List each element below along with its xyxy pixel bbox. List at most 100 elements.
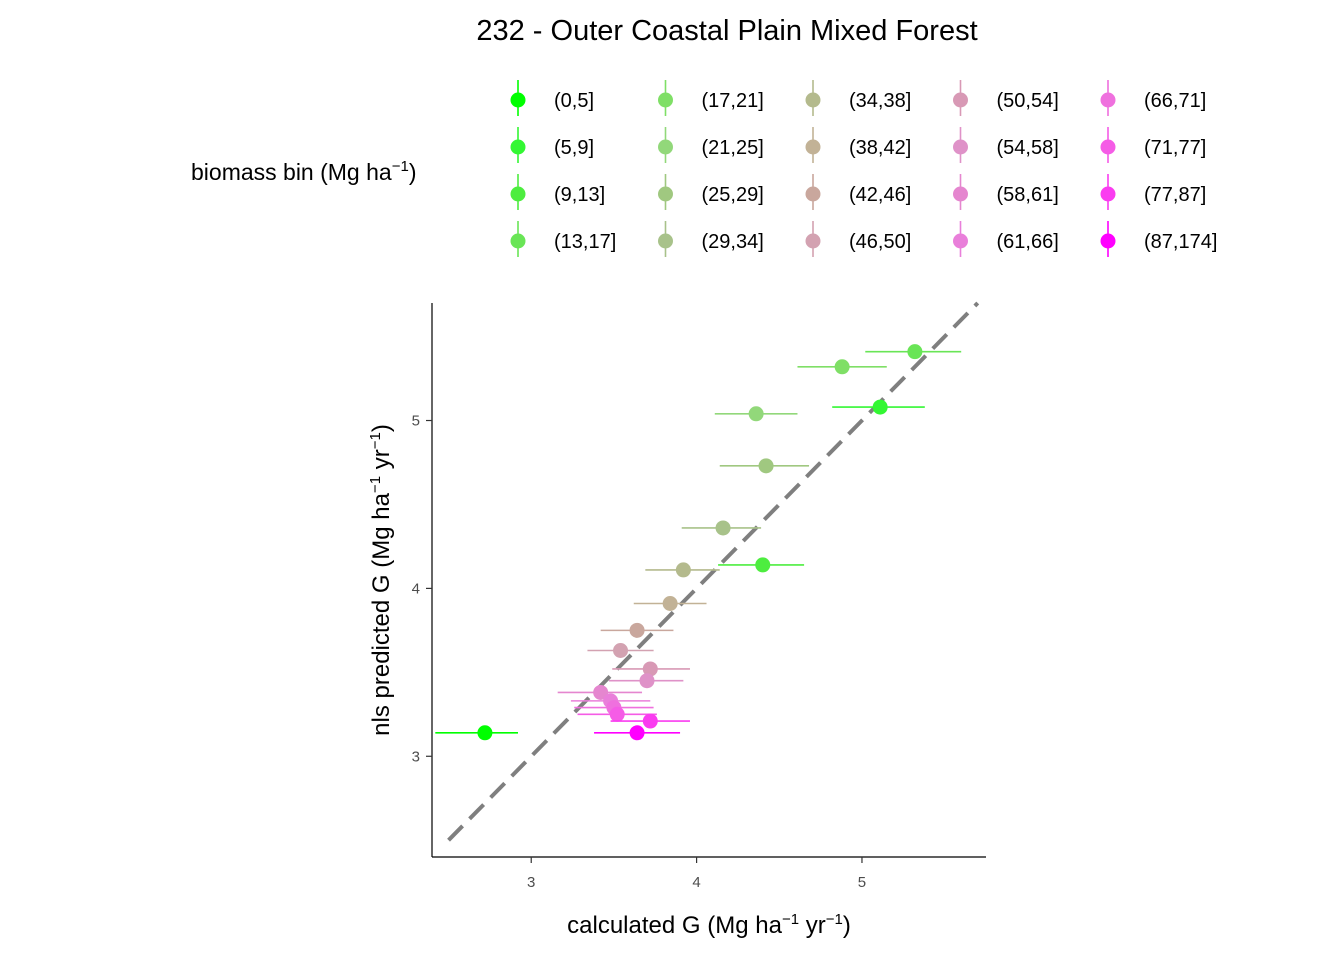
- y-axis-label-main: nls predicted G (Mg ha: [368, 492, 395, 735]
- x-axis-label-yr: yr: [799, 912, 826, 939]
- data-point: [477, 725, 493, 741]
- legend-label: (17,21]: [702, 90, 764, 112]
- legend-label: (77,87]: [1144, 184, 1206, 206]
- legend-key: [953, 174, 968, 210]
- data-point: [872, 399, 888, 415]
- legend-label: (50,54]: [997, 90, 1059, 112]
- x-axis-label-close: ): [843, 912, 851, 939]
- data-points: [435, 344, 962, 741]
- legend-key-point: [658, 139, 673, 155]
- data-point: [675, 562, 691, 578]
- y-tick-label: 5: [412, 413, 420, 430]
- x-axis-label-main: calculated G (Mg ha: [567, 912, 782, 939]
- legend-label: (29,34]: [702, 231, 764, 253]
- data-point: [642, 713, 658, 729]
- data-point: [629, 622, 645, 638]
- legend-key-point: [805, 233, 821, 249]
- data-point: [593, 684, 609, 700]
- legend-title-close: ): [409, 159, 417, 185]
- legend-label: (54,58]: [997, 137, 1059, 159]
- data-point: [755, 557, 771, 573]
- legend-key-point: [805, 186, 821, 202]
- legend-key: [805, 221, 821, 257]
- legend-key: [1100, 221, 1116, 257]
- legend-label: (5,9]: [554, 137, 594, 159]
- x-tick-label: 5: [858, 874, 866, 891]
- legend-key: [805, 80, 821, 116]
- legend-label: (13,17]: [554, 231, 616, 253]
- legend-key: [658, 174, 673, 210]
- y-ticks: 3 4 5: [412, 413, 432, 765]
- chart-title: 232 - Outer Coastal Plain Mixed Forest: [476, 15, 977, 47]
- legend-key: [658, 80, 673, 116]
- legend-key-point: [658, 92, 673, 108]
- legend-key-point: [953, 186, 968, 202]
- data-point: [639, 673, 655, 689]
- legend-key-point: [658, 186, 673, 202]
- legend-label: (58,61]: [997, 184, 1059, 206]
- legend-title: biomass bin (Mg ha−1): [191, 158, 416, 185]
- legend-key: [510, 174, 526, 210]
- x-axis-label: calculated G (Mg ha−1 yr−1): [567, 911, 851, 939]
- legend-key: [805, 174, 821, 210]
- legend-key: [1100, 80, 1116, 116]
- y-axis-label-exp2: −1: [367, 432, 384, 449]
- legend-label: (9,13]: [554, 184, 605, 206]
- legend-key: [510, 221, 526, 257]
- legend-key-point: [510, 186, 526, 202]
- legend-label: (34,38]: [849, 90, 911, 112]
- legend-key-point: [510, 139, 526, 155]
- legend-key-point: [510, 233, 526, 249]
- identity-line: [447, 301, 980, 842]
- legend-key: [510, 127, 526, 163]
- legend-label: (61,66]: [997, 231, 1059, 253]
- plot-panel: 3 4 5 3 4 5: [412, 301, 986, 891]
- data-point: [758, 458, 774, 474]
- data-point: [834, 359, 850, 375]
- legend-title-exponent: −1: [392, 158, 409, 175]
- legend-key: [953, 221, 968, 257]
- legend-label: (42,46]: [849, 184, 911, 206]
- legend-label: (71,77]: [1144, 137, 1206, 159]
- data-point: [613, 643, 629, 659]
- legend-key-point: [1100, 233, 1116, 249]
- legend-key: [1100, 127, 1116, 163]
- legend-key-point: [805, 92, 821, 108]
- y-tick-label: 3: [412, 748, 420, 765]
- legend-label: (38,42]: [849, 137, 911, 159]
- data-point: [907, 344, 923, 360]
- y-axis-label-close: ): [368, 424, 395, 432]
- legend-key: [953, 127, 968, 163]
- legend-key-point: [1100, 186, 1116, 202]
- data-point: [609, 706, 625, 722]
- data-point: [662, 596, 678, 612]
- legend-label: (66,71]: [1144, 90, 1206, 112]
- legend-items: (0,5] (5,9] (9,13] (13,17] (17,21] (21,25] (25…: [510, 80, 1217, 257]
- legend-key: [510, 80, 526, 116]
- x-tick-label: 3: [527, 874, 535, 891]
- legend-key-point: [953, 92, 968, 108]
- legend-key: [805, 127, 821, 163]
- data-point: [642, 661, 658, 677]
- x-tick-label: 4: [692, 874, 700, 891]
- y-tick-label: 4: [412, 580, 420, 597]
- legend-label: (25,29]: [702, 184, 764, 206]
- data-point: [629, 725, 645, 741]
- legend-key: [953, 80, 968, 116]
- data-point: [715, 520, 731, 536]
- legend-key-point: [1100, 139, 1116, 155]
- legend-key: [1100, 174, 1116, 210]
- legend-label: (87,174]: [1144, 231, 1217, 253]
- x-ticks: 3 4 5: [527, 857, 866, 891]
- y-axis-label-yr: yr: [368, 449, 395, 476]
- legend-key-point: [658, 233, 673, 249]
- y-axis-label-exp1: −1: [367, 476, 384, 493]
- legend-key-point: [805, 139, 821, 155]
- x-axis-label-exp2: −1: [826, 911, 843, 928]
- legend-key-point: [953, 139, 968, 155]
- legend-title-main: biomass bin (Mg ha: [191, 159, 392, 185]
- legend-key-point: [953, 233, 968, 249]
- legend-key-point: [510, 92, 526, 108]
- legend-label: (0,5]: [554, 90, 594, 112]
